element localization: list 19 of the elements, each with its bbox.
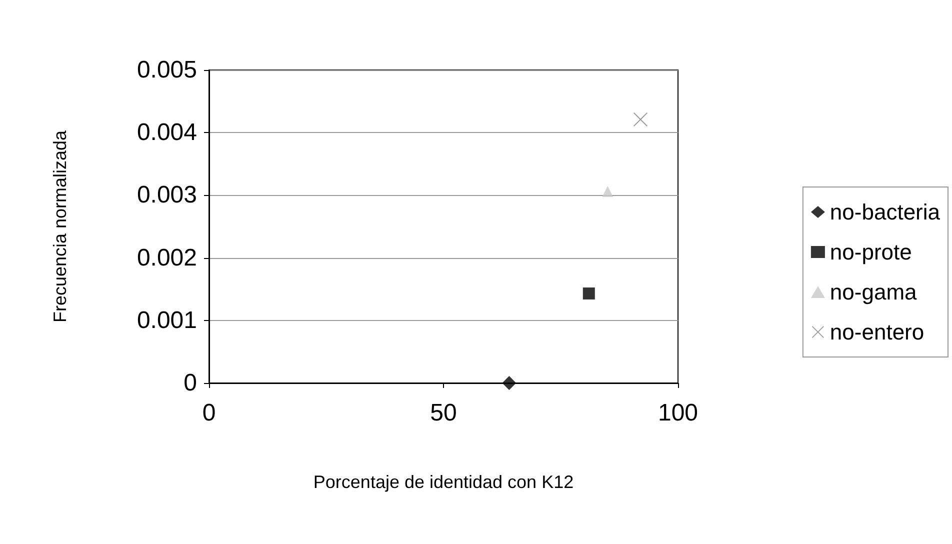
x-tick-label: 50 [430,400,457,426]
x-tick-label: 0 [202,400,216,426]
point [502,376,516,390]
y-tick-label: 0 [184,370,197,396]
legend-label: no-entero [830,320,924,344]
legend-label: no-bacteria [830,200,941,224]
point [602,186,614,197]
y-axis-title: Frecuencia normalizada [50,129,70,323]
y-tick-label: 0.003 [136,182,197,209]
y-tick-label: 0.004 [136,119,197,146]
x-axis-title: Porcentaje de identidad con K12 [313,472,574,492]
point [582,287,595,300]
x-tick-label: 100 [658,400,698,426]
point [633,112,648,126]
y-tick-label: 0.001 [136,306,197,334]
y-tick-label: 0.005 [136,56,197,84]
legend-label: no-prote [830,240,912,264]
y-tick-label: 0.002 [136,244,197,272]
legend-label: no-gama [830,280,918,304]
